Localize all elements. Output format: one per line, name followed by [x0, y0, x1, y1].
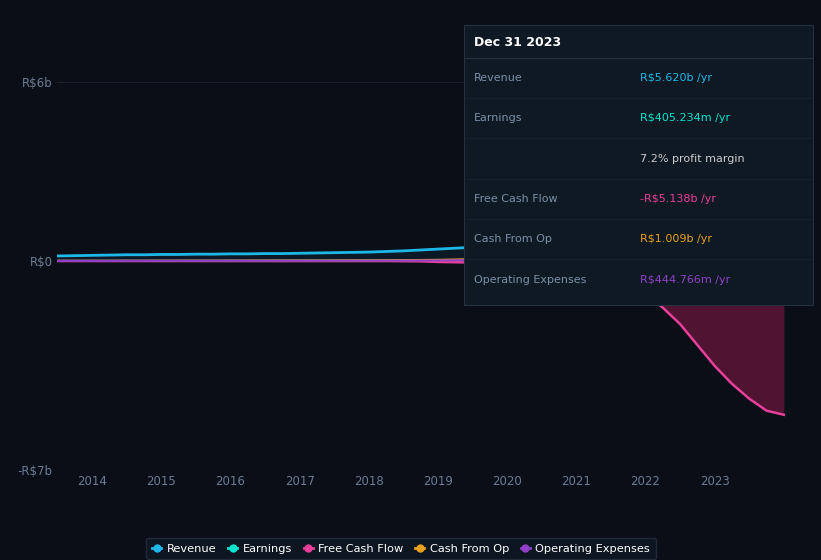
Text: Dec 31 2023: Dec 31 2023 — [474, 36, 561, 49]
Text: Free Cash Flow: Free Cash Flow — [474, 194, 557, 204]
Legend: Revenue, Earnings, Free Cash Flow, Cash From Op, Operating Expenses: Revenue, Earnings, Free Cash Flow, Cash … — [146, 538, 656, 559]
Text: 7.2% profit margin: 7.2% profit margin — [640, 153, 745, 164]
Text: R$1.009b /yr: R$1.009b /yr — [640, 234, 713, 244]
Text: R$405.234m /yr: R$405.234m /yr — [640, 113, 731, 123]
Text: Revenue: Revenue — [474, 73, 522, 83]
Text: Cash From Op: Cash From Op — [474, 234, 552, 244]
Text: R$444.766m /yr: R$444.766m /yr — [640, 274, 731, 284]
Text: Earnings: Earnings — [474, 113, 522, 123]
Text: -R$5.138b /yr: -R$5.138b /yr — [640, 194, 717, 204]
Text: Operating Expenses: Operating Expenses — [474, 274, 586, 284]
Text: R$5.620b /yr: R$5.620b /yr — [640, 73, 713, 83]
